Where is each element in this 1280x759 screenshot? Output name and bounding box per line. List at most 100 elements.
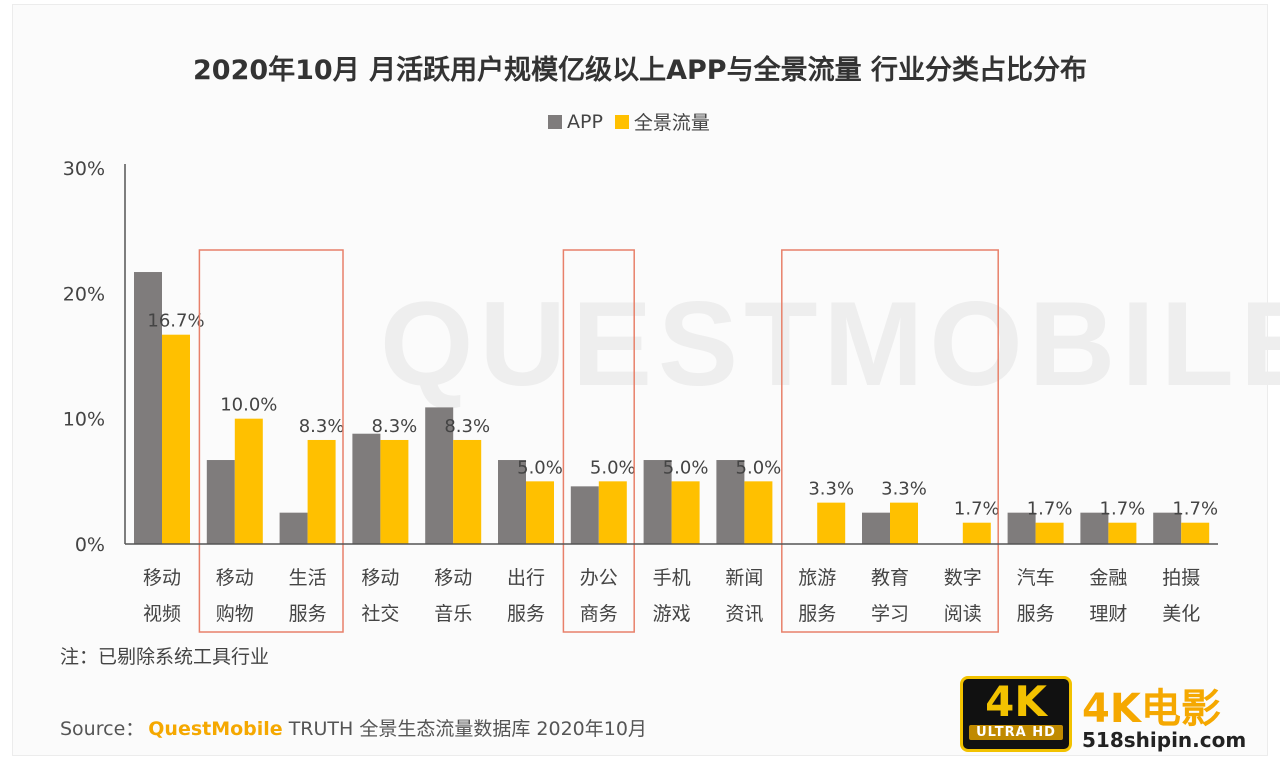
data-label-14: 1.7%: [1172, 499, 1218, 520]
chart-title: 2020年10月 月活跃用户规模亿级以上APP与全景流量 行业分类占比分布: [193, 55, 1087, 86]
data-label-6: 5.0%: [590, 457, 636, 478]
data-label-0: 16.7%: [147, 311, 204, 332]
data-label-3: 8.3%: [372, 416, 418, 437]
bar-panorama-3: [380, 439, 409, 544]
x-tick-label-3-line1: 移动: [361, 567, 399, 589]
footnote: 注：已剔除系统工具行业: [60, 646, 270, 668]
bar-app-1: [206, 460, 235, 544]
data-label-13: 1.7%: [1100, 499, 1146, 520]
watermark-badge-small: ULTRA HD: [969, 725, 1063, 740]
y-tick-label-0: 0%: [75, 534, 105, 556]
data-label-1: 10.0%: [220, 395, 277, 416]
bar-panorama-8: [744, 481, 773, 544]
x-tick-label-10-line2: 学习: [871, 603, 909, 625]
x-tick-label-12-line2: 服务: [1017, 603, 1055, 625]
x-tick-label-7-line1: 手机: [653, 567, 691, 589]
y-tick-label-2: 20%: [63, 283, 105, 305]
x-tick-label-9-line2: 服务: [798, 603, 836, 625]
x-tick-label-0-line2: 视频: [143, 603, 181, 625]
y-tick-label-3: 30%: [63, 158, 105, 180]
x-tick-label-4-line2: 音乐: [434, 603, 472, 625]
x-tick-label-12-line1: 汽车: [1017, 567, 1055, 589]
source-rest: TRUTH 全景生态流量数据库 2020年10月: [288, 718, 647, 740]
data-label-12: 1.7%: [1027, 499, 1073, 520]
x-tick-label-6-line2: 商务: [580, 603, 618, 625]
bar-panorama-10: [890, 502, 918, 544]
x-tick-label-8-line1: 新闻: [725, 567, 763, 589]
bar-app-10: [862, 512, 890, 544]
bar-app-14: [1153, 512, 1182, 544]
x-tick-label-4-line1: 移动: [434, 567, 472, 589]
x-tick-label-1-line2: 购物: [216, 603, 254, 625]
x-tick-label-2-line2: 服务: [289, 603, 327, 625]
watermark-name: 4K电影: [1082, 686, 1221, 732]
x-tick-label-10-line1: 教育: [871, 567, 909, 589]
bar-panorama-4: [453, 439, 482, 544]
x-tick-label-7-line2: 游戏: [653, 603, 691, 625]
x-tick-label-8-line2: 资讯: [725, 603, 763, 625]
x-tick-label-5-line1: 出行: [507, 567, 545, 589]
data-label-5: 5.0%: [517, 457, 563, 478]
watermark-badge-big: 4K: [985, 677, 1047, 726]
bar-panorama-7: [671, 481, 700, 544]
bar-panorama-5: [526, 481, 554, 544]
highlight-box-0: [198, 249, 344, 633]
bar-panorama-1: [234, 418, 263, 544]
data-label-11: 1.7%: [954, 499, 1000, 520]
bar-panorama-6: [598, 481, 627, 544]
source-prefix: Source：: [60, 718, 145, 740]
data-label-2: 8.3%: [299, 416, 345, 437]
data-label-4: 8.3%: [444, 416, 490, 437]
bar-app-0: [134, 272, 162, 544]
bar-app-2: [279, 512, 308, 544]
legend-swatch-panorama: [614, 114, 629, 129]
bar-panorama-9: [817, 502, 846, 544]
background-watermark-text: QUESTMOBILE: [380, 277, 1280, 411]
chart-legend: APP 全景流量: [548, 108, 722, 135]
x-tick-label-13-line1: 金融: [1089, 567, 1127, 589]
bar-panorama-0: [162, 334, 190, 544]
x-tick-label-0-line1: 移动: [143, 567, 181, 589]
x-tick-label-3-line2: 社交: [361, 603, 399, 625]
bar-app-13: [1080, 512, 1109, 544]
x-tick-label-14-line1: 拍摄: [1162, 567, 1200, 589]
x-tick-label-9-line1: 旅游: [798, 567, 836, 589]
bar-panorama-13: [1108, 522, 1137, 544]
bar-app-4: [425, 407, 454, 544]
y-tick-label-1: 10%: [63, 409, 105, 431]
bar-app-6: [570, 486, 599, 544]
bar-app-8: [716, 460, 745, 544]
bar-app-7: [643, 460, 672, 544]
watermark-url: 518shipin.com: [1082, 728, 1247, 752]
x-tick-label-6-line1: 办公: [580, 567, 618, 589]
x-tick-label-5-line2: 服务: [507, 603, 545, 625]
x-tick-label-13-line2: 理财: [1089, 603, 1127, 625]
legend-item-app: APP: [548, 111, 603, 133]
x-tick-label-2-line1: 生活: [289, 567, 327, 589]
watermark-badge: 4K ULTRA HD: [960, 676, 1072, 752]
x-tick-label-11-line1: 数字: [944, 567, 982, 589]
data-label-10: 3.3%: [881, 479, 927, 500]
bar-app-3: [352, 433, 381, 544]
source-line: Source： QuestMobile TRUTH 全景生态流量数据库 2020…: [60, 714, 647, 741]
bar-app-12: [1007, 512, 1036, 544]
bar-panorama-2: [307, 439, 336, 544]
chart-frame: [12, 4, 1268, 756]
x-tick-label-11-line2: 阅读: [944, 603, 982, 625]
source-brand: QuestMobile: [148, 718, 283, 740]
data-label-9: 3.3%: [808, 479, 854, 500]
legend-swatch-app: [548, 114, 562, 129]
highlight-box-2: [781, 249, 999, 633]
data-label-8: 5.0%: [736, 457, 782, 478]
legend-label-app: APP: [567, 110, 603, 133]
highlight-box-1: [562, 249, 635, 633]
x-tick-label-14-line2: 美化: [1162, 603, 1200, 625]
data-label-7: 5.0%: [663, 457, 709, 478]
x-tick-label-1-line1: 移动: [216, 567, 254, 589]
legend-item-panorama: 全景流量: [614, 108, 710, 135]
bar-panorama-11: [962, 522, 991, 544]
bar-panorama-14: [1181, 522, 1210, 544]
bar-panorama-12: [1035, 522, 1064, 544]
legend-label-panorama: 全景流量: [633, 112, 710, 134]
